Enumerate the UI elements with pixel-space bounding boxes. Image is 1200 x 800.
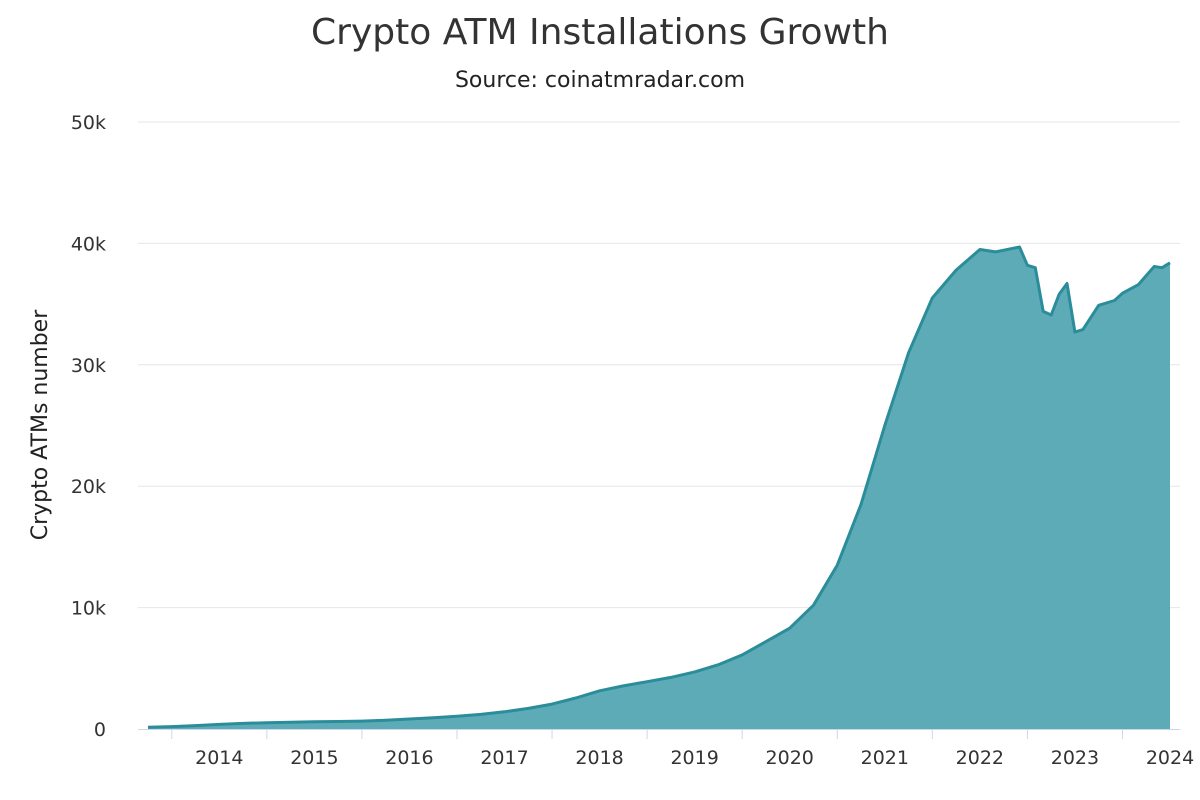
chart-subtitle: Source: coinatmradar.com [454, 68, 746, 93]
x-tick-label: 2017 [480, 747, 528, 769]
x-tick-label: 2024 [1146, 747, 1194, 769]
y-tick-label: 50k [71, 112, 106, 134]
x-tick-label: 2015 [290, 747, 338, 769]
x-tick-label: 2021 [861, 747, 909, 769]
x-tick-label: 2014 [195, 747, 243, 769]
chart-title: Crypto ATM Installations Growth [311, 12, 889, 53]
y-tick-label: 30k [71, 355, 106, 377]
x-tick-label: 2016 [385, 747, 433, 769]
y-tick-label: 40k [71, 233, 106, 255]
area-series[interactable] [145, 244, 1173, 730]
x-tick-label: 2019 [670, 747, 718, 769]
x-tick-label: 2022 [956, 747, 1004, 769]
area-fill[interactable] [148, 247, 1170, 729]
axes: 0 10k 20k 30k 40k 50k 2014 2015 2016 2017 2018 2019… [71, 112, 1194, 769]
x-tick-label: 2023 [1051, 747, 1099, 769]
y-tick-label: 10k [71, 598, 106, 620]
y-axis-title: Crypto ATMs number [28, 309, 53, 541]
series-line[interactable] [147, 245, 1171, 729]
y-tick-label: 20k [71, 476, 106, 498]
x-tick-label: 2020 [766, 747, 814, 769]
y-tick-label: 0 [94, 719, 106, 741]
x-tick-label: 2018 [575, 747, 623, 769]
